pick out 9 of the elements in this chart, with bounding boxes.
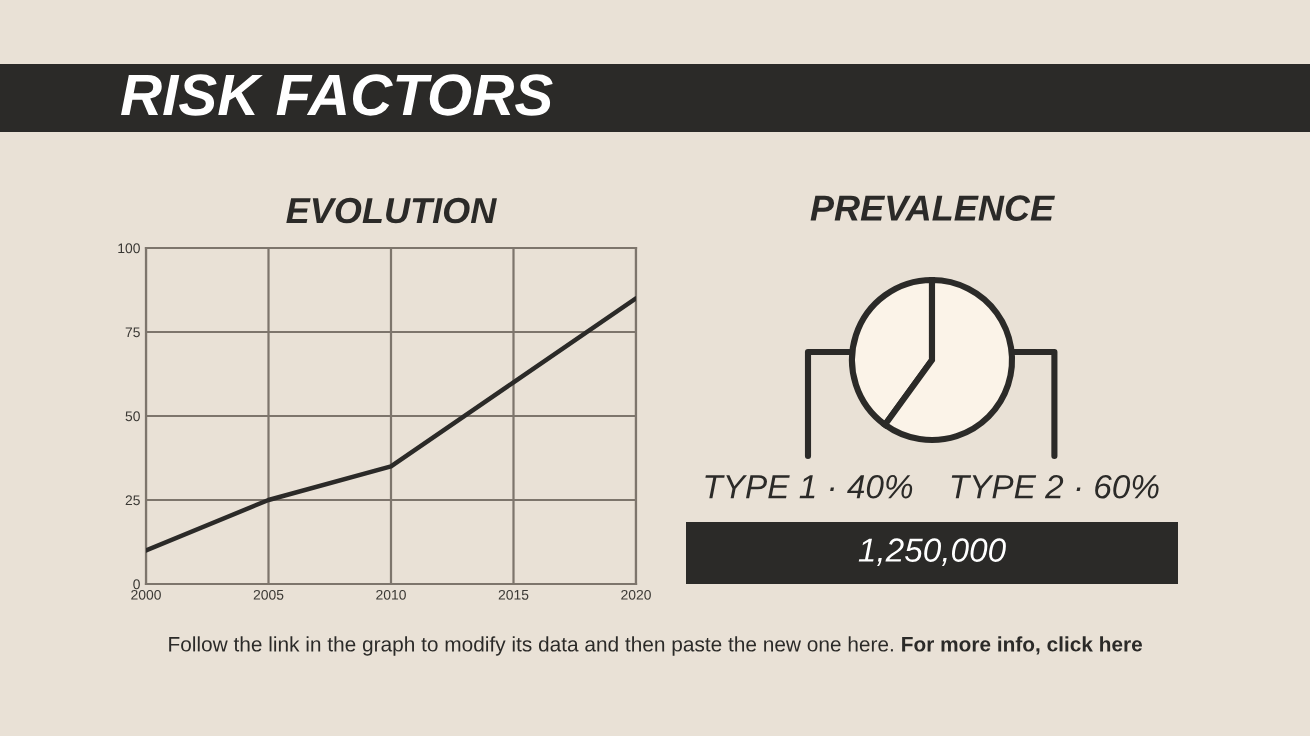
line-series (146, 296, 636, 553)
chart-title: PREVALENCE (810, 195, 1055, 221)
text: Follow the link in the graph to modify its data and then paste the new one here. (169, 636, 893, 656)
slice-label: TYPE 1 · 40% (705, 474, 913, 499)
text: RISK FACTORS (121, 74, 553, 116)
slice-label: TYPE 2 · 60% (951, 474, 1159, 499)
text: For more info, click here (902, 636, 1142, 655)
text: 1,250,000 (858, 538, 1006, 566)
chart-title: EVOLUTION (286, 197, 497, 224)
